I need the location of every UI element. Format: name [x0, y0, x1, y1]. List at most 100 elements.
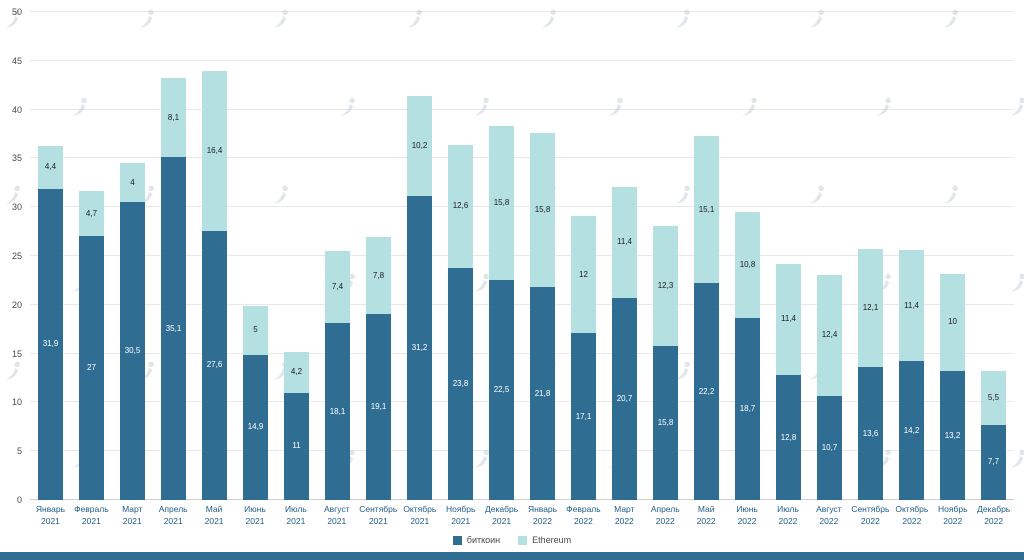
y-axis: 0 5 10 15 20 25 30 35 40 45 50 [0, 7, 26, 505]
bar-value-label: 8,1 [167, 112, 180, 122]
bar-value-label: 4,7 [85, 208, 98, 218]
bar-value-label: 15,1 [698, 204, 715, 214]
x-axis-category-label: Февраль 2021 [74, 504, 109, 526]
bar-value-label: 11,4 [617, 237, 632, 247]
bar-value-label: 31,2 [411, 342, 428, 352]
bar-value-label: 12,8 [780, 432, 797, 442]
y-axis-tick-label: 45 [11, 55, 22, 66]
bar-value-label: 19,1 [370, 401, 387, 411]
bitcoin-segment: 14,9 [242, 354, 269, 500]
gridline [30, 303, 1014, 305]
bar-value-label: 15,8 [534, 205, 551, 215]
plot-area [30, 11, 1014, 500]
ethereum-segment: 7,8 [365, 237, 392, 314]
ethereum-segment: 10 [939, 273, 966, 372]
bar-value-label: 12,6 [452, 201, 469, 211]
gridline [30, 206, 1014, 208]
bar-value-label: 4 [130, 177, 135, 187]
bar-value-label: 12,1 [862, 303, 879, 313]
ethereum-segment: 15,8 [529, 133, 556, 288]
bar-value-label: 14,9 [247, 422, 264, 432]
bitcoin-segment: 22,5 [488, 280, 515, 500]
ethereum-segment: 15,1 [693, 135, 720, 284]
bitcoin-segment: 31,2 [406, 195, 433, 500]
legend-item-ethereum: Ethereum [518, 535, 571, 545]
bar-column: 10,8 18,7 [727, 12, 768, 500]
y-axis-tick-label: 25 [11, 251, 22, 261]
y-axis-tick-label: 0 [16, 495, 22, 505]
bar-column: 15,1 22,2 [686, 12, 727, 500]
bar-value-label: 35,1 [165, 323, 182, 333]
bar-value-label: 13,6 [862, 428, 879, 438]
bar-value-label: 11,4 [781, 314, 796, 324]
ethereum-segment: 15,8 [488, 126, 515, 281]
y-axis-tick-label: 40 [11, 104, 22, 115]
ethereum-segment: 11,4 [898, 250, 925, 362]
x-axis-category-label: Ноябрь 2021 [445, 504, 476, 526]
bar-value-label: 10,7 [821, 442, 838, 452]
bitcoin-segment: 18,7 [734, 317, 761, 500]
bar-value-label: 30,5 [124, 346, 141, 356]
x-axis-category-label: Февраль 2022 [566, 504, 601, 526]
bitcoin-segment: 27,6 [201, 230, 228, 500]
x-axis-category-label: Январь 2022 [527, 504, 558, 526]
x-axis-category-label: Март 2021 [122, 504, 143, 526]
legend-item-bitcoin: биткоин [452, 535, 501, 545]
bar-column: 12 17,1 [563, 12, 604, 500]
bar-value-label: 13,2 [944, 430, 961, 440]
bar-value-label: 27,6 [206, 360, 223, 370]
x-axis-category-label: Май 2022 [696, 504, 716, 526]
ethereum-segment: 12,3 [652, 225, 679, 346]
bitcoin-swatch-icon [452, 535, 462, 545]
y-axis-tick-label: 15 [11, 348, 22, 359]
bar-column: 5,5 7,7 [973, 12, 1014, 500]
legend-label-ethereum: Ethereum [532, 535, 572, 545]
bitcoin-segment: 20,7 [611, 297, 638, 500]
x-axis-category-label: Июнь 2022 [736, 504, 758, 526]
y-axis-tick-label: 20 [11, 299, 22, 310]
bar-value-label: 20,7 [616, 393, 633, 403]
gridline [30, 108, 1014, 110]
bar-value-label: 7,7 [987, 457, 1000, 467]
x-axis: Январь 2021 Февраль 2021 Март 2021 Апрель 2… [30, 504, 1014, 528]
ethereum-segment: 4 [119, 163, 146, 203]
y-axis-tick-label: 50 [11, 7, 22, 17]
bitcoin-segment: 17,1 [570, 333, 597, 500]
bitcoin-segment: 27 [78, 236, 105, 500]
x-axis-category-label: Июль 2022 [777, 504, 799, 526]
ethereum-segment: 5 [242, 305, 269, 355]
ethereum-segment: 5,5 [980, 371, 1007, 425]
bar-value-label: 17,1 [575, 411, 592, 421]
ethereum-segment: 10,8 [734, 212, 761, 318]
legend: биткоин Ethereum [0, 535, 1024, 545]
bar-value-label: 31,9 [42, 339, 59, 349]
x-axis-category-label: Август 2022 [816, 504, 842, 526]
bitcoin-segment: 23,8 [447, 267, 474, 500]
legend-label-bitcoin: биткоин [466, 535, 501, 545]
bitcoin-segment: 13,2 [939, 371, 966, 500]
bar-column: 15,8 22,5 [481, 12, 522, 500]
ethereum-swatch-icon [518, 535, 528, 545]
bar-value-label: 12,4 [821, 330, 838, 340]
bar-column: 8,1 35,1 [153, 12, 194, 500]
ethereum-segment: 12,4 [816, 274, 843, 396]
bar-value-label: 11,4 [904, 300, 919, 310]
bitcoin-segment: 35,1 [160, 157, 187, 500]
x-axis-category-label: Май 2021 [204, 504, 224, 526]
ethereum-segment: 11,4 [611, 186, 638, 298]
bar-value-label: 18,7 [739, 403, 756, 413]
ethereum-segment: 4,7 [78, 190, 105, 237]
ethereum-segment: 4,2 [283, 351, 310, 393]
ethereum-segment: 8,1 [160, 78, 187, 158]
bars-container: 4,4 31,9 4,7 27 4 30,5 8,1 35,1 16,4 27,6 5 14,9 4,2… [30, 12, 1014, 500]
x-axis-category-label: Январь 2021 [35, 504, 66, 526]
x-axis-category-label: Апрель 2022 [650, 504, 680, 526]
bar-value-label: 4,2 [290, 367, 303, 377]
bar-value-label: 10 [948, 317, 957, 327]
bar-column: 10 13,2 [932, 12, 973, 500]
bitcoin-segment: 19,1 [365, 313, 392, 500]
bar-column: 11,4 12,8 [768, 12, 809, 500]
x-axis-category-label: Декабрь 2021 [485, 504, 519, 526]
bar-column: 16,4 27,6 [194, 12, 235, 500]
